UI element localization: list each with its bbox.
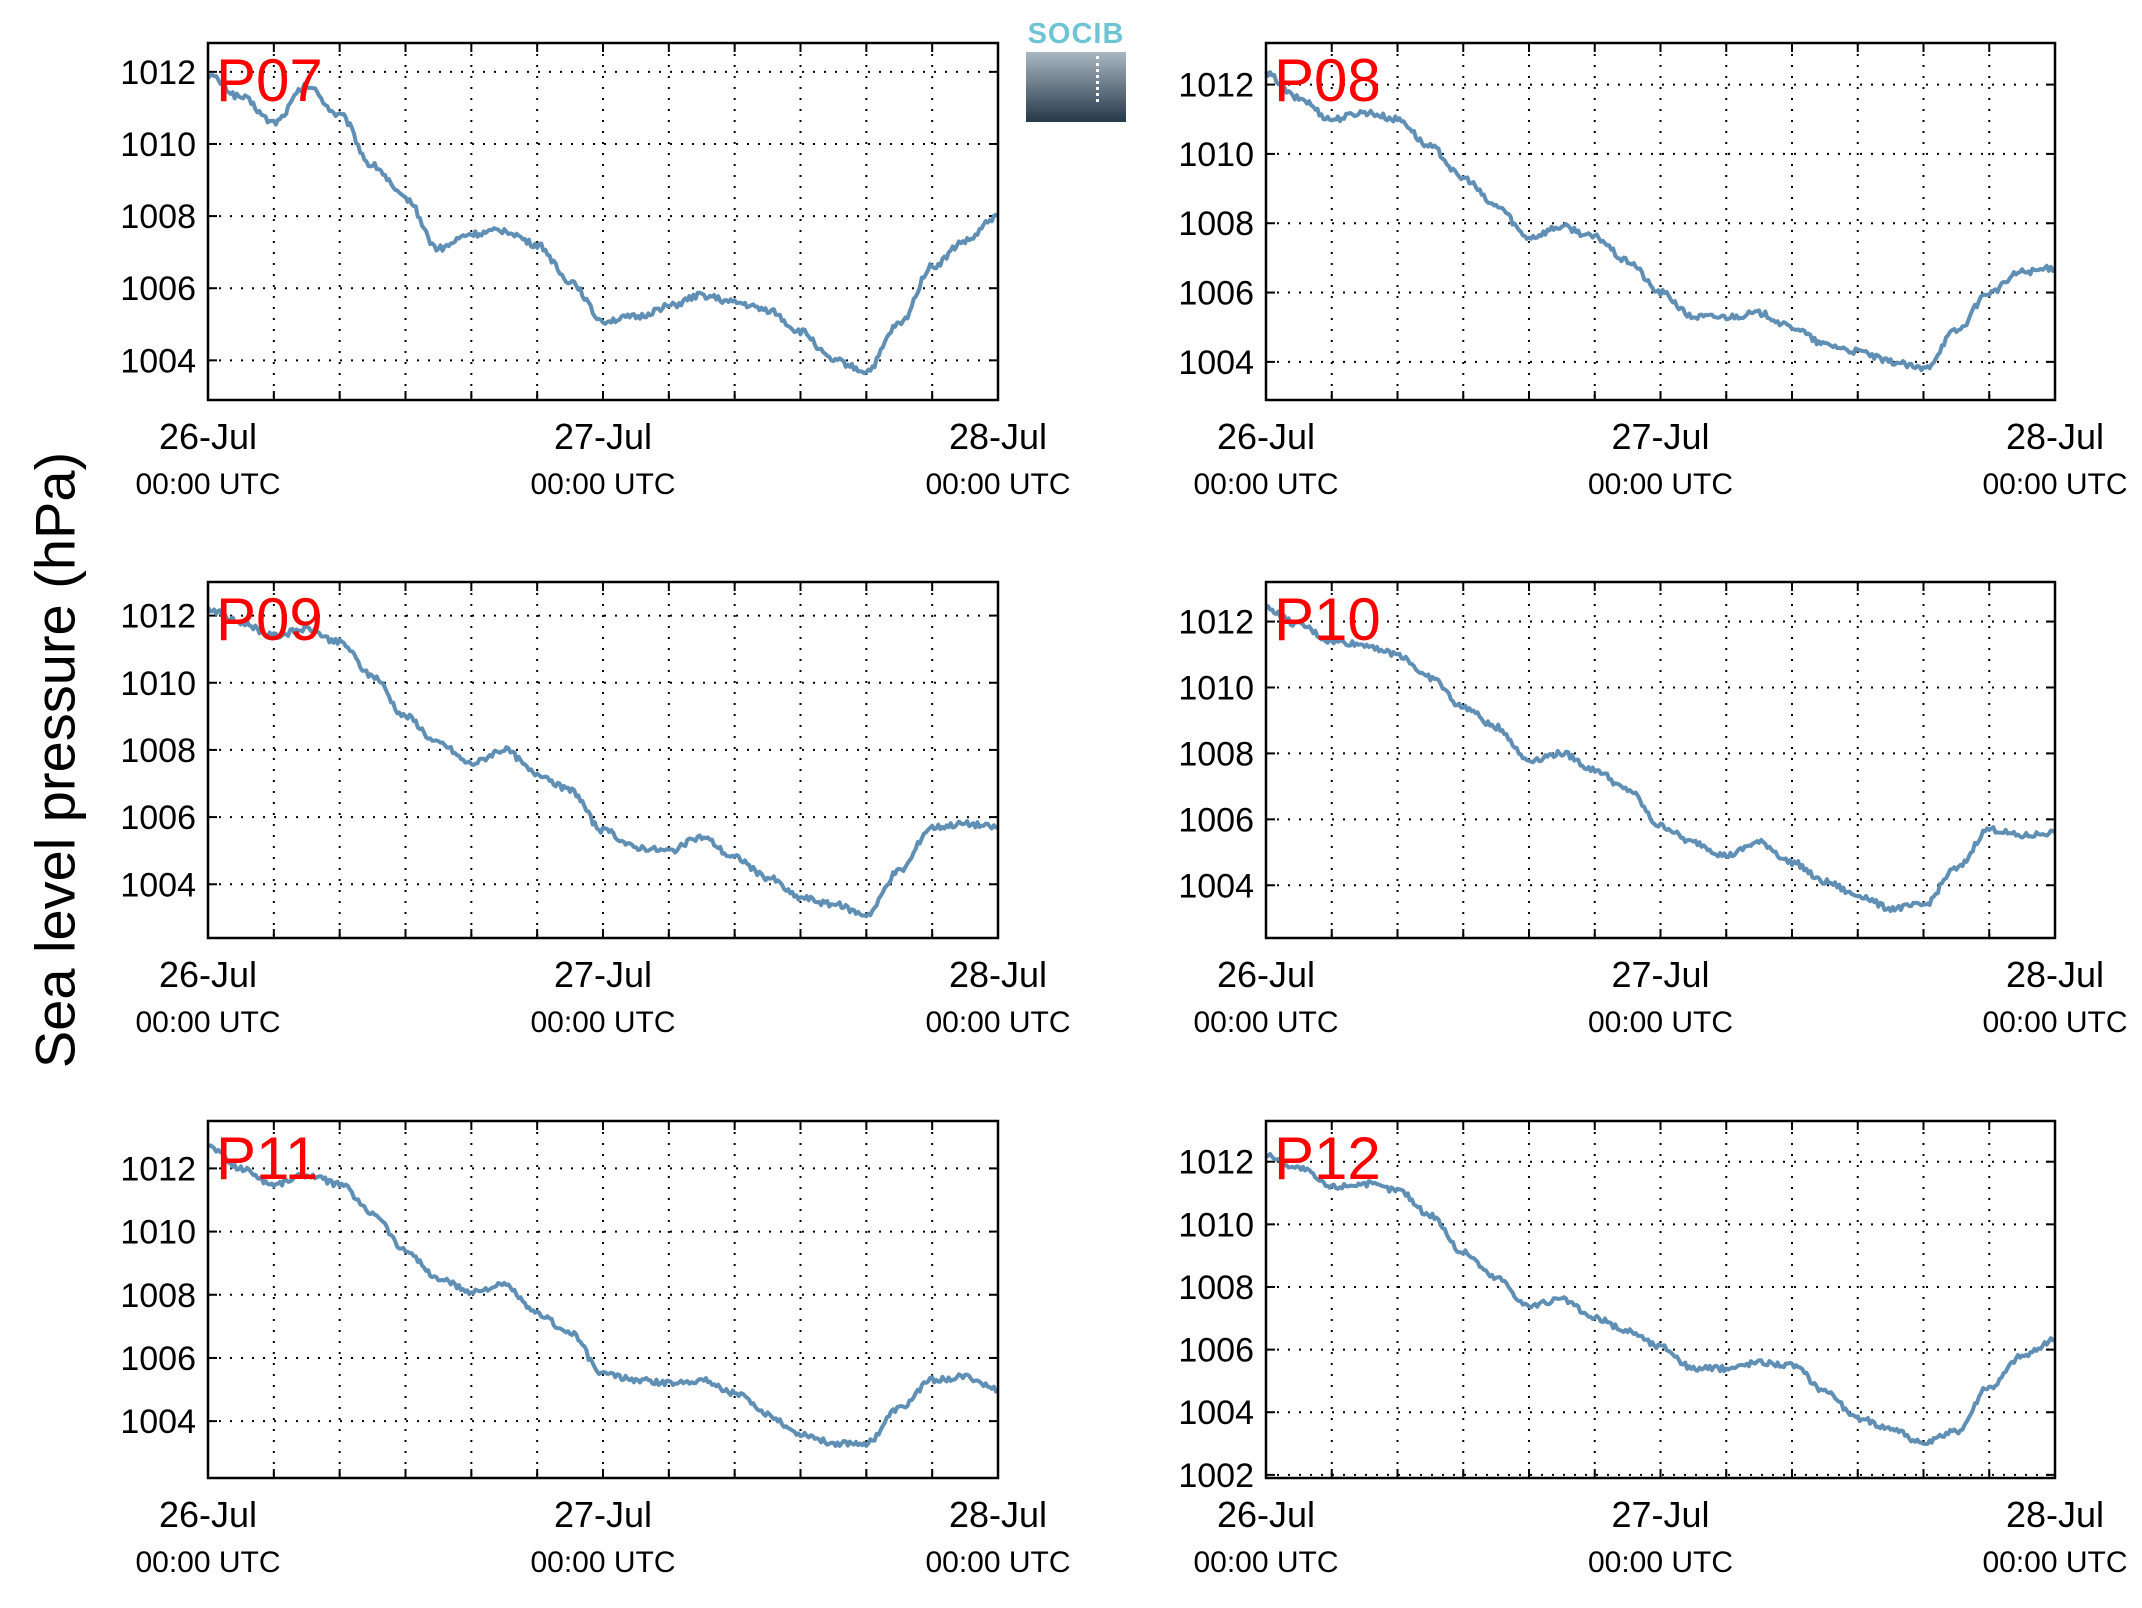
x-tick-label-day: 27-Jul — [1611, 416, 1709, 457]
y-tick-label: 1012 — [120, 54, 196, 92]
plot-frame — [1264, 580, 2057, 940]
x-tick-label-day: 27-Jul — [554, 1494, 652, 1535]
x-tick-label-time: 00:00 UTC — [135, 1546, 280, 1579]
y-tick-label: 1010 — [120, 1214, 196, 1252]
panel-p08: 1004 1006 1008 1010 1012 26-Jul 00:00 UTC 27-Ju… — [1178, 41, 2128, 501]
panel-p12: 1002 1004 1006 1008 1010 1012 26-Jul 00:00 UTC 2… — [1178, 1119, 2128, 1579]
x-tick-label-time: 00:00 UTC — [925, 1006, 1070, 1039]
y-tick-label: 1006 — [120, 270, 196, 308]
y-tick-label: 1006 — [1178, 801, 1254, 839]
y-tick-label: 1008 — [1178, 205, 1254, 243]
x-tick-label-day: 27-Jul — [1611, 1494, 1709, 1535]
x-tick-label-day: 26-Jul — [1217, 954, 1315, 995]
y-tick-label: 1004 — [120, 866, 196, 904]
plot-frame — [1264, 41, 2057, 402]
station-label-p08: P08 — [1274, 47, 1381, 114]
y-tick-label: 1012 — [1178, 67, 1254, 105]
y-tick-label: 1012 — [1178, 1144, 1254, 1182]
x-tick-label-day: 27-Jul — [554, 416, 652, 457]
x-tick-label-day: 28-Jul — [949, 1494, 1047, 1535]
x-tick-label-day: 28-Jul — [2006, 954, 2104, 995]
series-line-p10 — [1264, 604, 2057, 914]
x-tick-label-time: 00:00 UTC — [1982, 468, 2127, 501]
y-tick-label: 1008 — [1178, 1269, 1254, 1307]
x-tick-label-time: 00:00 UTC — [1193, 468, 1338, 501]
y-tick-label: 1010 — [120, 665, 196, 703]
panel-p10: 1004 1006 1008 1010 1012 26-Jul 00:00 UTC 27-Ju… — [1178, 580, 2128, 1039]
plot-frame — [1264, 1119, 2057, 1480]
x-tick-label-time: 00:00 UTC — [135, 1006, 280, 1039]
y-tick-label: 1004 — [120, 342, 196, 380]
y-tick-label: 1008 — [120, 1277, 196, 1315]
y-tick-label: 1006 — [120, 799, 196, 837]
y-tick-label: 1002 — [1178, 1457, 1254, 1495]
panel-p07: 1004 1006 1008 1010 1012 26-Jul 00:00 UTC 27-Ju… — [120, 41, 1071, 501]
x-tick-label-day: 28-Jul — [949, 954, 1047, 995]
station-label-p11: P11 — [216, 1125, 318, 1192]
y-tick-label: 1008 — [120, 732, 196, 770]
series-line-p11 — [206, 1143, 1000, 1448]
x-tick-label-day: 26-Jul — [159, 954, 257, 995]
y-tick-label: 1010 — [1178, 669, 1254, 707]
y-tick-label: 1012 — [120, 598, 196, 636]
socib-logo: SOCIB — [1026, 18, 1126, 122]
x-tick-label-day: 26-Jul — [159, 416, 257, 457]
y-tick-label: 1012 — [1178, 604, 1254, 642]
y-tick-label: 1004 — [1178, 344, 1254, 382]
x-tick-label-time: 00:00 UTC — [135, 468, 280, 501]
station-label-p07: P07 — [216, 47, 323, 114]
x-tick-label-time: 00:00 UTC — [1588, 1006, 1733, 1039]
y-tick-label: 1008 — [120, 198, 196, 236]
x-tick-label-time: 00:00 UTC — [1588, 1546, 1733, 1579]
x-tick-label-time: 00:00 UTC — [530, 468, 675, 501]
y-tick-label: 1010 — [1178, 136, 1254, 174]
series-line-p08 — [1264, 70, 2057, 373]
y-tick-label: 1006 — [1178, 1332, 1254, 1370]
x-tick-label-time: 00:00 UTC — [925, 1546, 1070, 1579]
y-tick-label: 1010 — [120, 126, 196, 164]
series-line-p07 — [206, 72, 1000, 376]
x-tick-label-day: 26-Jul — [1217, 416, 1315, 457]
series-line-p12 — [1264, 1152, 2056, 1446]
plot-frame — [206, 41, 1000, 402]
series-line-p09 — [206, 606, 999, 919]
x-tick-label-time: 00:00 UTC — [1193, 1546, 1338, 1579]
x-tick-label-day: 27-Jul — [554, 954, 652, 995]
y-tick-label: 1010 — [1178, 1206, 1254, 1244]
x-tick-label-time: 00:00 UTC — [530, 1006, 675, 1039]
station-label-p12: P12 — [1274, 1125, 1381, 1192]
x-tick-label-day: 26-Jul — [1217, 1494, 1315, 1535]
y-tick-label: 1004 — [120, 1403, 196, 1441]
x-tick-label-day: 28-Jul — [949, 416, 1047, 457]
x-tick-label-time: 00:00 UTC — [530, 1546, 675, 1579]
x-tick-label-day: 26-Jul — [159, 1494, 257, 1535]
x-tick-label-day: 27-Jul — [1611, 954, 1709, 995]
plot-frame — [206, 580, 1000, 940]
logo-text: SOCIB — [1027, 18, 1125, 50]
x-tick-label-time: 00:00 UTC — [925, 468, 1070, 501]
y-tick-label: 1012 — [120, 1150, 196, 1188]
station-label-p10: P10 — [1274, 586, 1381, 653]
station-label-p09: P09 — [216, 586, 323, 653]
x-tick-label-time: 00:00 UTC — [1193, 1006, 1338, 1039]
x-tick-label-day: 28-Jul — [2006, 1494, 2104, 1535]
y-tick-label: 1008 — [1178, 735, 1254, 773]
y-tick-label: 1004 — [1178, 1394, 1254, 1432]
y-tick-label: 1006 — [120, 1340, 196, 1378]
plot-frame — [206, 1119, 1000, 1480]
x-tick-label-time: 00:00 UTC — [1982, 1546, 2127, 1579]
panel-p09: 1004 1006 1008 1010 1012 26-Jul 00:00 UTC 27-Ju… — [120, 580, 1071, 1039]
y-tick-label: 1006 — [1178, 275, 1254, 313]
logo-dashes — [1096, 56, 1099, 102]
x-tick-label-time: 00:00 UTC — [1982, 1006, 2127, 1039]
x-tick-label-time: 00:00 UTC — [1588, 468, 1733, 501]
y-tick-label: 1004 — [1178, 867, 1254, 905]
panel-p11: 1004 1006 1008 1010 1012 26-Jul 00:00 UTC 27-Ju… — [120, 1119, 1071, 1579]
x-tick-label-day: 28-Jul — [2006, 416, 2104, 457]
logo-graphic — [1026, 52, 1126, 122]
